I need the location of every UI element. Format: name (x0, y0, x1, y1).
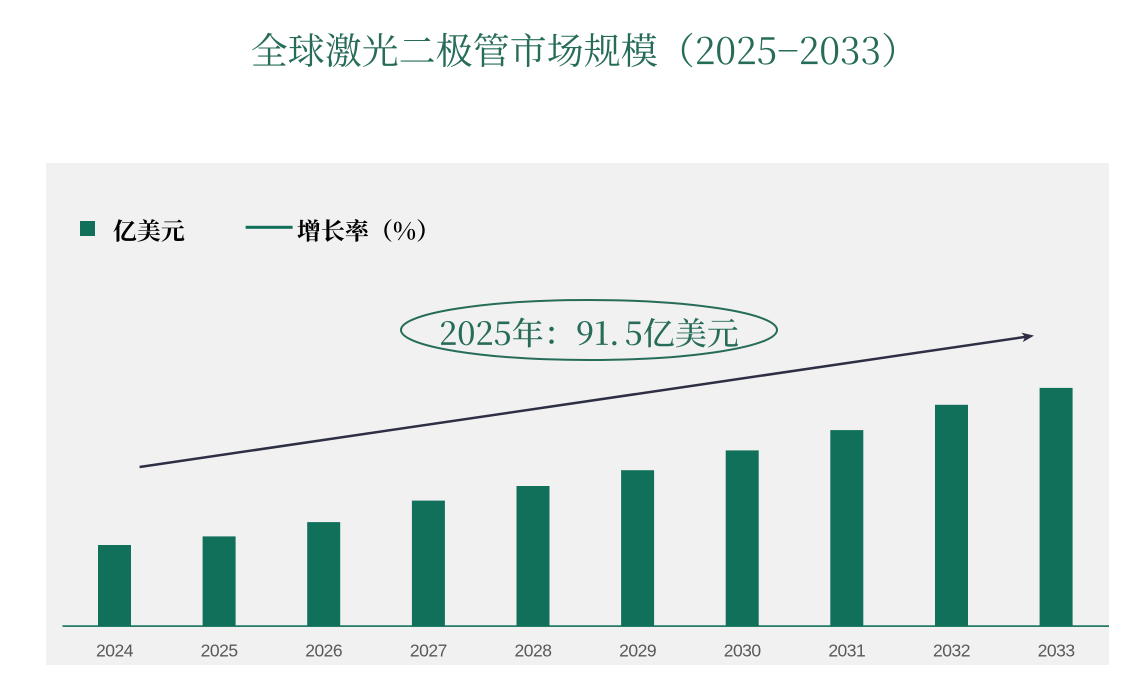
svg-text:2027: 2027 (410, 641, 447, 661)
svg-text:2031: 2031 (828, 641, 865, 661)
svg-text:2032: 2032 (933, 641, 970, 661)
svg-text:2029: 2029 (619, 641, 656, 661)
svg-text:2030: 2030 (724, 641, 762, 661)
svg-text:2025: 2025 (201, 641, 238, 661)
svg-text:2033: 2033 (1038, 641, 1075, 661)
svg-text:2024: 2024 (96, 641, 134, 661)
svg-text:2026: 2026 (305, 641, 342, 661)
svg-text:2028: 2028 (515, 641, 552, 661)
